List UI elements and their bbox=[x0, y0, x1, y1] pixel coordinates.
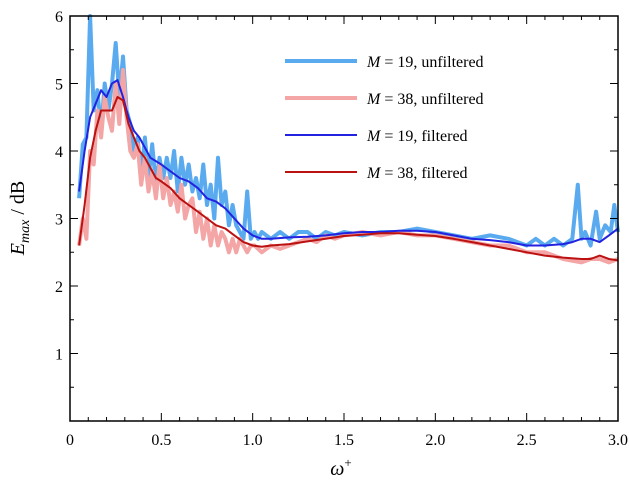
y-axis-title: Emax / dB bbox=[7, 181, 33, 256]
y-tick-label: 3 bbox=[55, 212, 63, 229]
x-tick-label: 1.5 bbox=[334, 432, 354, 449]
legend-label-3: M = 19, filtered bbox=[366, 128, 468, 145]
legend-label-2: M = 38, unfiltered bbox=[366, 91, 484, 108]
x-tick-label: 0 bbox=[66, 432, 74, 449]
series-layer bbox=[77, 14, 620, 265]
series-line-4 bbox=[78, 96, 619, 262]
x-tick-label: 2.0 bbox=[425, 432, 445, 449]
legend: M = 19, unfiltered M = 38, unfiltered M = … bbox=[285, 54, 484, 182]
x-tick-label: 0.5 bbox=[151, 432, 171, 449]
y-tick-label: 2 bbox=[55, 279, 63, 296]
series-line-3 bbox=[78, 79, 619, 247]
x-tick-label: 1.0 bbox=[243, 432, 263, 449]
plot-frame bbox=[69, 15, 619, 422]
ticks-layer: 0 0.5 1.0 1.5 2.0 2.5 3.0 1 2 3 4 5 6 bbox=[55, 9, 628, 449]
y-tick-label: 1 bbox=[55, 347, 63, 364]
legend-label-1: M = 19, unfiltered bbox=[366, 54, 484, 71]
legend-label-4: M = 38, filtered bbox=[366, 165, 468, 182]
x-axis-title: ω+ bbox=[330, 455, 351, 480]
x-tick-label: 2.5 bbox=[517, 432, 537, 449]
series-line-1 bbox=[77, 14, 620, 248]
y-tick-label: 4 bbox=[55, 144, 63, 161]
x-tick-label: 3.0 bbox=[608, 432, 628, 449]
y-tick-label: 5 bbox=[55, 77, 63, 94]
y-tick-label: 6 bbox=[55, 9, 63, 26]
